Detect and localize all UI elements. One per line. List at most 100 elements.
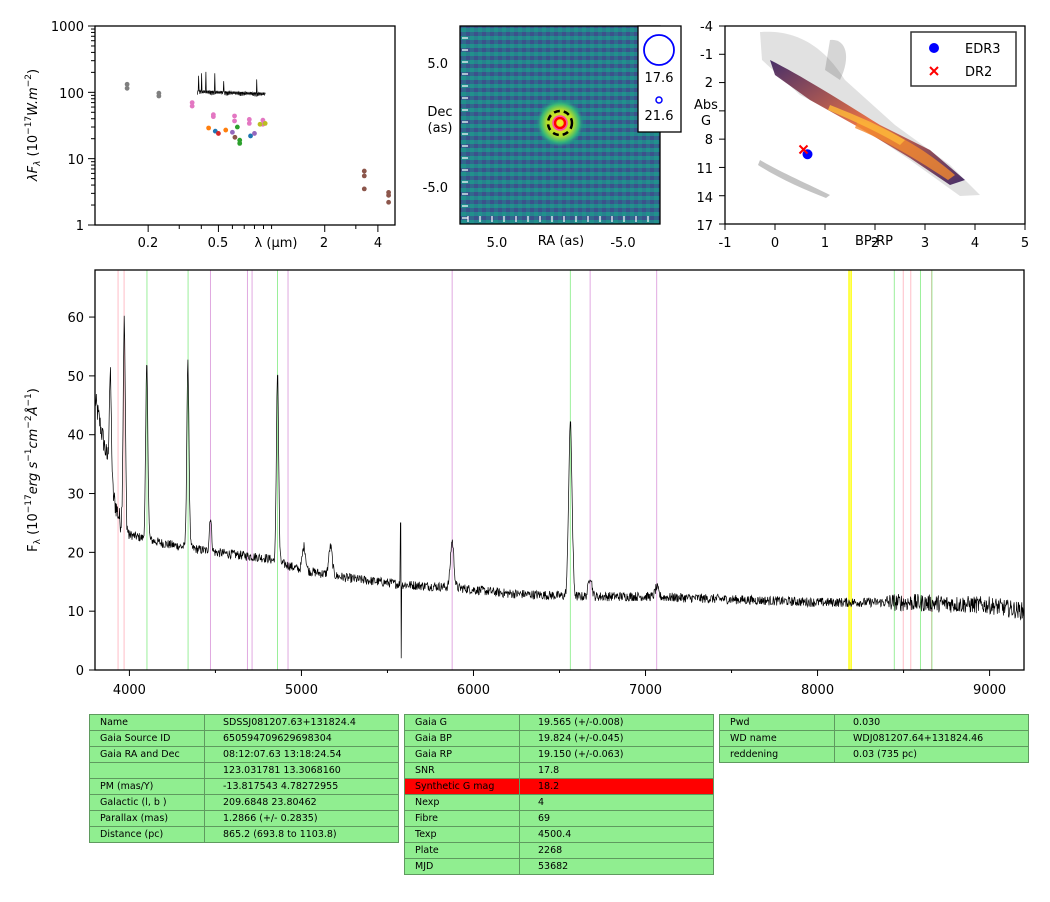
table-key: Gaia BP [404, 730, 520, 747]
table-row: Galactic (l, b ) 209.6848 23.80462 [89, 794, 399, 811]
sed-point [206, 125, 212, 131]
table-key: WD name [719, 730, 835, 747]
ra-tick: 5.0 [487, 236, 508, 251]
spectrum-xtick: 8000 [801, 683, 834, 698]
table-key: Gaia Source ID [89, 730, 205, 747]
sed-ytick: 10 [67, 153, 84, 168]
table-value: 1.2866 (+/- 0.2835) [204, 810, 399, 827]
table-key: reddening [719, 746, 835, 763]
hr-ytick: 2 [705, 76, 713, 91]
table-value: 17.8 [519, 762, 714, 779]
table-value: 865.2 (693.8 to 1103.8) [204, 826, 399, 843]
dec-tick: -5.0 [423, 181, 448, 196]
hr-ytick: -4 [700, 20, 713, 35]
table-row: reddening 0.03 (735 pc) [719, 746, 1029, 763]
legend-mag-faint: 21.6 [645, 109, 674, 124]
spectrum-ytick: 0 [76, 664, 84, 679]
info-table-left: Name SDSSJ081207.63+131824.4 Gaia Source I… [89, 714, 399, 843]
sed-point [386, 192, 392, 198]
sed-point [257, 121, 263, 127]
sed-point [232, 134, 238, 140]
table-key: Synthetic G mag [404, 778, 520, 795]
table-value: 19.150 (+/-0.063) [519, 746, 714, 763]
table-value: 18.2 [519, 778, 714, 795]
table-key: Gaia RP [404, 746, 520, 763]
table-key: Plate [404, 842, 520, 859]
table-value: 4500.4 [519, 826, 714, 843]
table-key: Pwd [719, 714, 835, 731]
spectrum-ylabel: Fλ (10−17erg s−1cm−2Å−1) [24, 388, 43, 552]
table-value: 19.824 (+/-0.045) [519, 730, 714, 747]
sed-chart: 1000 100 10 1 0.2 0.5 2 4 λ (μm) λFλ (10… [24, 20, 396, 251]
spectrum-line [94, 315, 1025, 659]
table-value: 0.030 [834, 714, 1029, 731]
sed-point [124, 85, 130, 91]
dec-tick: 5.0 [427, 57, 448, 72]
legend-edr3: EDR3 [965, 42, 1001, 57]
sed-ylabel: λFλ (10−17W.m−2) [24, 69, 43, 182]
table-value: 0.03 (735 pc) [834, 746, 1029, 763]
table-key: Fibre [404, 810, 520, 827]
table-key: Galactic (l, b ) [89, 794, 205, 811]
table-value: 69 [519, 810, 714, 827]
spectrum-xtick: 6000 [457, 683, 490, 698]
hr-ytick: -1 [700, 48, 713, 63]
table-value: -13.817543 4.78272955 [204, 778, 399, 795]
table-key [89, 762, 205, 779]
table-row: Parallax (mas) 1.2866 (+/- 0.2835) [89, 810, 399, 827]
sed-ytick: 1 [76, 219, 84, 234]
table-value: 53682 [519, 858, 714, 875]
hr-ylabel-g: G [701, 114, 711, 129]
table-key: MJD [404, 858, 520, 875]
info-table-middle: Gaia G 19.565 (+/-0.008) Gaia BP 19.824 (+/… [404, 714, 714, 875]
hr-xtick: 0 [771, 236, 779, 251]
table-row: SNR 17.8 [404, 762, 714, 779]
table-value: WDJ081207.64+131824.46 [834, 730, 1029, 747]
table-row: Gaia RA and Dec 08:12:07.63 13:18:24.54 [89, 746, 399, 763]
sed-point [246, 117, 252, 122]
sed-point [210, 112, 216, 118]
sed-xtick: 0.2 [138, 236, 159, 251]
spectrum-xtick: 7000 [629, 683, 662, 698]
table-row: Plate 2268 [404, 842, 714, 859]
table-row: 123.031781 13.3068160 [89, 762, 399, 779]
spectrum-chart: 0 10 20 30 40 50 60 4000 5000 6000 7000 8000 9000 Fλ… [24, 269, 1025, 698]
hr-ylabel: Abs [694, 98, 718, 113]
sed-point [386, 199, 392, 205]
dec-label: Dec [427, 105, 452, 120]
sed-point [232, 118, 237, 124]
image-legend: 17.6 21.6 [637, 25, 682, 133]
hr-ytick: 8 [705, 133, 713, 148]
info-table-right: Pwd 0.030 WD name WDJ081207.64+131824.46 red… [719, 714, 1029, 763]
table-row: Texp 4500.4 [404, 826, 714, 843]
sed-point [361, 173, 367, 179]
sed-ytick: 100 [59, 87, 84, 102]
spectrum-xtick: 4000 [113, 683, 146, 698]
hr-xtick: 1 [821, 236, 829, 251]
table-value: 4 [519, 794, 714, 811]
legend-mag-bright: 17.6 [645, 71, 674, 86]
sed-point [232, 113, 237, 119]
table-row: Fibre 69 [404, 810, 714, 827]
spectrum-ytick: 20 [67, 546, 84, 561]
sed-xtick: 2 [320, 236, 328, 251]
sed-point [124, 81, 130, 87]
table-value: 19.565 (+/-0.008) [519, 714, 714, 731]
image-panel: 17.6 21.6 5.0 -5.0 Dec (as) 5.0 -5.0 RA … [423, 25, 682, 251]
hr-xtick: 2 [871, 236, 879, 251]
spectrum-ytick: 10 [67, 605, 84, 620]
hr-ytick: 14 [696, 191, 713, 206]
ra-tick: -5.0 [610, 236, 635, 251]
table-key: Texp [404, 826, 520, 843]
table-key: SNR [404, 762, 520, 779]
sed-point [156, 90, 162, 96]
table-key: Gaia RA and Dec [89, 746, 205, 763]
table-row: Gaia G 19.565 (+/-0.008) [404, 714, 714, 731]
table-row: Pwd 0.030 [719, 714, 1029, 731]
hr-ytick: 17 [696, 219, 713, 234]
sed-point [223, 127, 229, 133]
table-row: MJD 53682 [404, 858, 714, 875]
sed-point [216, 131, 221, 136]
sed-point [230, 129, 235, 135]
table-key: PM (mas/Y) [89, 778, 205, 795]
